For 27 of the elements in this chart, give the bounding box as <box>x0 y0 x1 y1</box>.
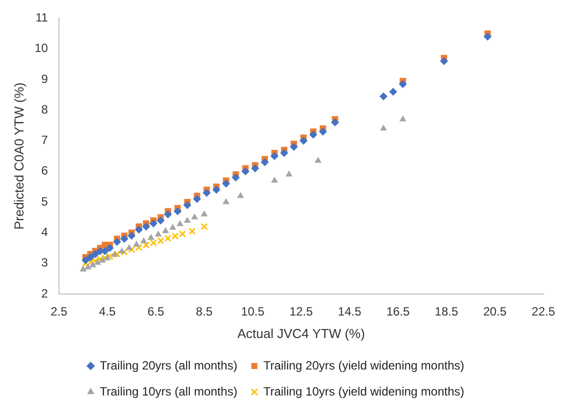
legend-label: Trailing 10yrs (all months) <box>100 384 238 398</box>
y-axis-title: Predicted C0A0 YTW (%) <box>11 82 26 230</box>
y-tick-label: 6 <box>41 164 48 178</box>
legend-label: Trailing 10yrs (yield widening months) <box>263 384 464 398</box>
x-tick-label: 6.5 <box>147 304 164 319</box>
y-tick-label: 5 <box>41 194 48 208</box>
x-tick-label: 22.5 <box>532 304 556 319</box>
y-tick-label: 9 <box>41 72 48 86</box>
x-axis-title: Actual JVC4 YTW (%) <box>237 326 365 341</box>
y-tick-label: 10 <box>34 41 48 56</box>
x-tick-label: 2.5 <box>50 304 68 319</box>
y-tick-label: 3 <box>41 256 48 270</box>
x-tick-label: 16.5 <box>386 304 410 319</box>
x-tick-label: 14.5 <box>338 304 362 319</box>
y-tick-label: 11 <box>35 10 48 25</box>
legend-label: Trailing 20yrs (all months) <box>100 358 238 372</box>
legend-label: Trailing 20yrs (yield widening months) <box>263 358 464 372</box>
y-tick-label: 2 <box>41 286 48 300</box>
x-tick-label: 4.5 <box>99 304 116 319</box>
x-tick-label: 20.5 <box>483 304 507 319</box>
y-tick-label: 4 <box>41 225 48 240</box>
y-tick-label: 8 <box>41 102 48 116</box>
x-tick-label: 8.5 <box>196 304 213 319</box>
x-tick-label: 18.5 <box>434 304 458 319</box>
x-tick-label: 12.5 <box>289 304 314 319</box>
x-tick-label: 10.5 <box>241 304 265 319</box>
y-tick-label: 7 <box>41 133 48 148</box>
